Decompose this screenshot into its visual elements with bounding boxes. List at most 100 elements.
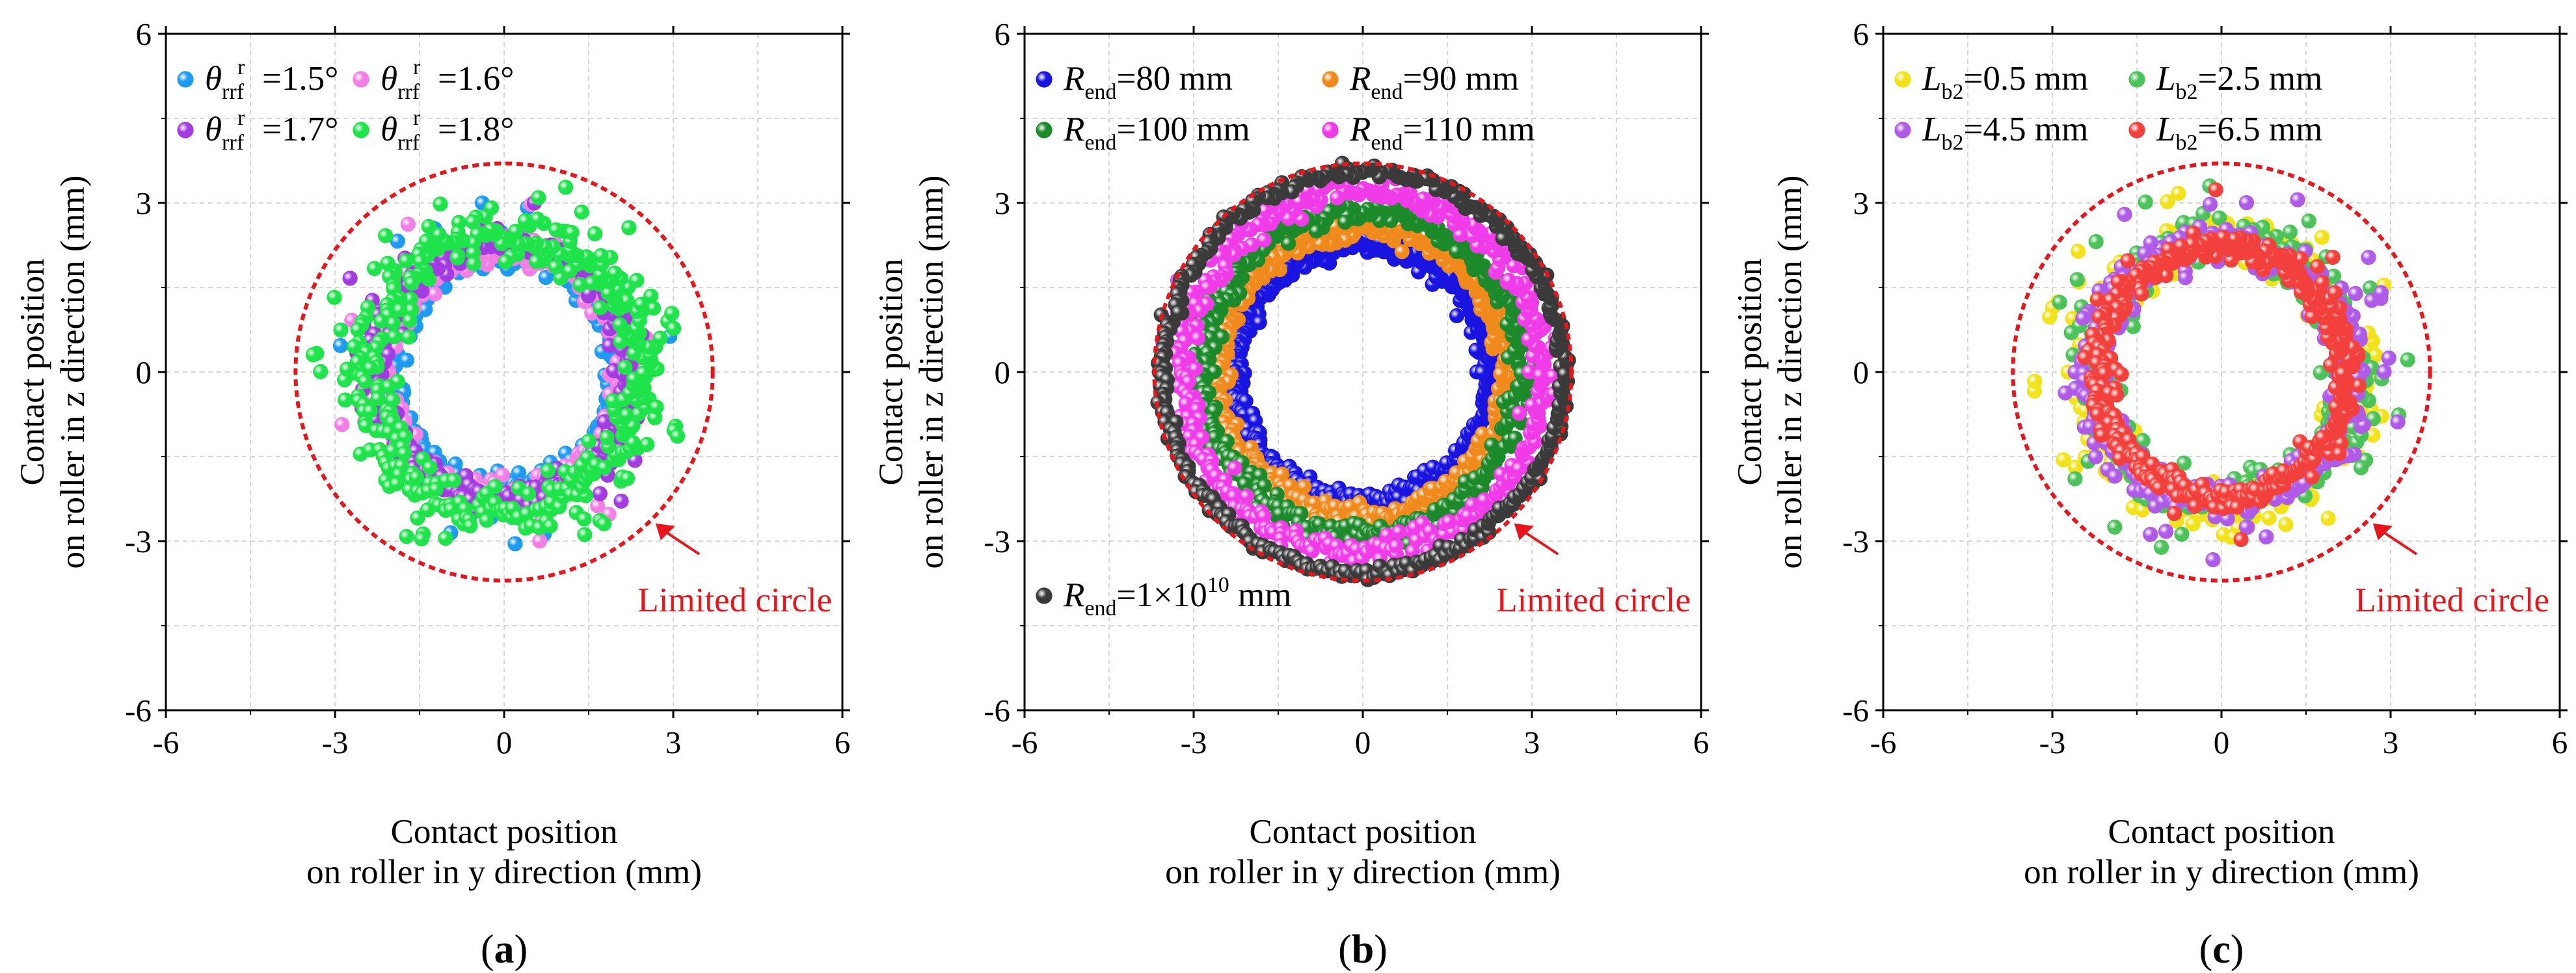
data-point	[2400, 352, 2415, 367]
data-point	[1557, 366, 1572, 382]
data-point	[2314, 274, 2330, 290]
legend-label: θrrfr =1.8°	[381, 106, 514, 155]
data-point	[2052, 295, 2067, 310]
data-point	[339, 361, 355, 377]
y-tick-label: 0	[1853, 354, 1870, 390]
data-point	[2069, 272, 2085, 287]
data-point	[1484, 437, 1499, 453]
data-point	[531, 190, 546, 206]
legend-item: θrrfr =1.5°	[177, 55, 338, 104]
data-point	[2361, 250, 2376, 265]
data-point	[389, 476, 405, 492]
data-point	[540, 462, 556, 479]
limited-circle-arrowhead	[1514, 523, 1534, 540]
data-point	[619, 470, 636, 486]
data-point	[652, 330, 668, 346]
data-point	[1511, 405, 1527, 421]
legend-marker	[1036, 587, 1053, 604]
legend-label: Rend=80 mm	[1063, 60, 1233, 104]
y-axis-label-line2: on roller in z direction (mm)	[1771, 176, 1809, 569]
data-point	[370, 390, 386, 407]
data-point	[2368, 347, 2383, 364]
data-point	[2364, 293, 2380, 308]
legend-label: Lb2=2.5 mm	[2156, 60, 2322, 104]
data-point	[2238, 195, 2255, 211]
data-point	[1239, 488, 1255, 504]
data-point	[2282, 224, 2298, 240]
legend-marker	[1894, 71, 1911, 88]
data-point	[629, 273, 645, 288]
data-point	[665, 321, 682, 336]
data-point	[357, 373, 373, 390]
data-point	[2094, 427, 2110, 443]
data-point	[2354, 460, 2369, 475]
x-axis-label-line1: Contact position	[391, 813, 618, 851]
y-tick-label: -3	[1842, 524, 1869, 559]
data-point	[1493, 366, 1509, 382]
data-point	[2090, 291, 2106, 307]
legend-marker	[353, 71, 369, 88]
x-axis-label-line1: Contact position	[2108, 813, 2335, 851]
legend-label: Rend=110 mm	[1349, 111, 1535, 155]
data-point	[401, 329, 416, 345]
data-point	[507, 536, 523, 552]
x-tick-label: 0	[2214, 725, 2230, 760]
data-point	[2314, 230, 2329, 245]
data-point	[1190, 330, 1205, 346]
data-point	[548, 222, 564, 237]
data-point	[463, 518, 478, 534]
data-point	[1296, 479, 1312, 494]
legend-item: Lb2=6.5 mm	[2128, 111, 2322, 155]
data-point	[1474, 364, 1490, 380]
data-point	[572, 277, 588, 293]
legend-marker	[1036, 122, 1053, 139]
data-point	[528, 254, 544, 269]
data-point	[334, 417, 350, 433]
data-point	[433, 196, 448, 212]
y-tick-label: 3	[136, 185, 152, 221]
legend-item: Rend=1×1010 mm	[1036, 573, 1291, 620]
data-point	[649, 399, 664, 415]
limited-circle-label: Limited circle	[637, 581, 832, 619]
x-tick-label: -3	[1181, 725, 1207, 760]
data-point	[2058, 385, 2073, 401]
legend-label: Rend=100 mm	[1063, 111, 1250, 155]
data-point	[1532, 367, 1548, 383]
data-point	[581, 433, 597, 449]
data-point	[2138, 194, 2153, 210]
y-axis-label-line1: Contact position	[872, 259, 910, 486]
data-point	[2027, 373, 2043, 389]
panel-label: (b)	[1338, 927, 1388, 972]
data-point	[305, 347, 321, 363]
data-point	[2376, 364, 2392, 380]
data-point	[2327, 285, 2342, 300]
data-point	[2331, 446, 2347, 461]
x-tick-label: 3	[2383, 725, 2399, 760]
limited-circle-label: Limited circle	[2355, 581, 2549, 619]
data-point	[333, 322, 349, 338]
data-point	[2107, 468, 2123, 484]
data-point	[636, 365, 651, 380]
data-point	[401, 313, 418, 328]
x-tick-label: 6	[835, 725, 851, 760]
data-point	[2390, 414, 2406, 430]
limited-circle-arrowhead	[2372, 523, 2393, 540]
legend-item: Rend=90 mm	[1322, 60, 1519, 104]
data-point	[438, 530, 453, 546]
data-point	[2233, 531, 2249, 548]
x-tick-label: 3	[665, 725, 682, 760]
data-point	[342, 271, 358, 286]
data-point	[398, 253, 414, 269]
y-tick-label: 6	[1853, 16, 1870, 52]
legend-marker	[2128, 71, 2145, 88]
data-point	[404, 275, 420, 291]
y-tick-label: 0	[136, 354, 152, 390]
data-point	[409, 470, 425, 485]
x-tick-label: -6	[1012, 725, 1038, 760]
data-point	[377, 228, 394, 243]
legend-item: θrrfr =1.7°	[177, 106, 338, 155]
y-tick-label: -6	[984, 693, 1010, 728]
data-point	[599, 429, 615, 446]
data-point	[574, 204, 589, 220]
